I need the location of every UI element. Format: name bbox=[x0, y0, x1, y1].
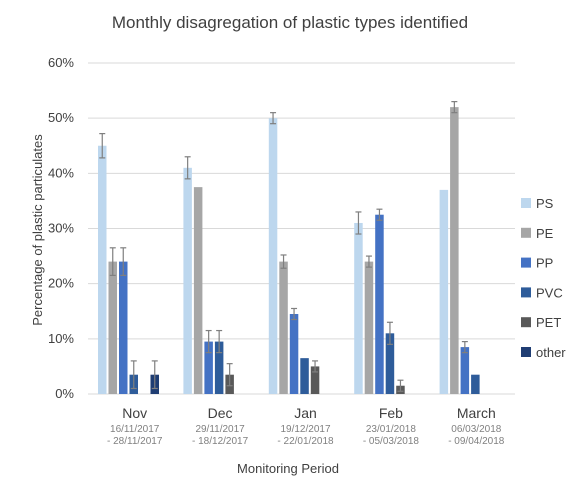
y-tick-label: 10% bbox=[48, 331, 74, 346]
bar-PVC-Jan bbox=[300, 358, 309, 394]
x-category-label: Nov bbox=[122, 405, 147, 421]
x-axis-label: Monitoring Period bbox=[237, 461, 339, 476]
legend-item-PET: PET bbox=[521, 315, 561, 330]
bar-PP-March bbox=[460, 347, 470, 394]
bar-PP-Jan bbox=[289, 314, 299, 394]
error-bar-PS-Dec bbox=[184, 156, 191, 180]
y-tick-label: 30% bbox=[48, 221, 74, 236]
error-bar-PP-March bbox=[461, 340, 468, 354]
legend-item-other: other bbox=[521, 345, 566, 360]
x-category-date: 29/11/2017 bbox=[195, 424, 245, 435]
y-axis-label: Percentage of plastic particulates bbox=[30, 134, 45, 326]
bars bbox=[98, 107, 480, 395]
legend-item-PE: PE bbox=[521, 226, 554, 241]
error-bar-PET-Jan bbox=[312, 360, 319, 373]
x-category-date: 23/01/2018 bbox=[366, 424, 416, 435]
legend-swatch bbox=[521, 198, 531, 208]
error-bar-PVC-Dec bbox=[216, 329, 223, 354]
x-category-date: - 09/04/2018 bbox=[448, 436, 505, 447]
y-tick-label: 50% bbox=[48, 110, 74, 125]
bar-PS-Dec bbox=[183, 167, 192, 394]
bar-PS-Nov bbox=[98, 145, 107, 394]
legend-item-PS: PS bbox=[521, 196, 554, 211]
x-category-date: 06/03/2018 bbox=[451, 424, 501, 435]
y-tick-label: 60% bbox=[48, 55, 74, 70]
error-bar-PS-Jan bbox=[270, 112, 277, 125]
bar-PS-Feb bbox=[354, 222, 363, 394]
x-category-date: 16/11/2017 bbox=[110, 424, 160, 435]
legend-swatch bbox=[521, 257, 531, 268]
bar-PE-Dec bbox=[193, 187, 203, 394]
y-tick-label: 0% bbox=[55, 386, 74, 401]
x-category-date: - 05/03/2018 bbox=[363, 436, 420, 447]
bar-PVC-Feb bbox=[385, 333, 395, 394]
legend-label: PE bbox=[536, 226, 554, 241]
x-category-date: - 22/01/2018 bbox=[277, 436, 334, 447]
x-category-label: Jan bbox=[294, 405, 317, 421]
legend-swatch bbox=[521, 227, 531, 238]
x-category-label: Dec bbox=[208, 405, 233, 421]
bar-PE-Nov bbox=[108, 261, 117, 394]
legend-swatch bbox=[521, 347, 531, 357]
bar-PP-Feb bbox=[375, 214, 384, 394]
bar-PVC-Dec bbox=[214, 341, 224, 394]
error-bar-PE-Jan bbox=[280, 254, 287, 269]
error-bar-PET-Feb bbox=[397, 379, 404, 392]
legend: PS PE PP PVC PET other bbox=[521, 196, 566, 360]
error-bar-PVC-Feb bbox=[386, 321, 393, 345]
y-tick-label: 20% bbox=[48, 276, 74, 291]
bar-PET-Jan bbox=[310, 366, 320, 394]
chart-title: Monthly disagregation of plastic types i… bbox=[112, 13, 468, 32]
error-bar-PE-Feb bbox=[365, 255, 372, 268]
x-category-date: 19/12/2017 bbox=[280, 424, 330, 435]
error-bar-PP-Nov bbox=[120, 247, 127, 276]
error-bar-PP-Feb bbox=[376, 208, 383, 221]
bar-PS-March bbox=[439, 189, 449, 394]
bar-PE-Feb bbox=[364, 261, 374, 394]
legend-label: PP bbox=[536, 256, 553, 271]
legend-item-PVC: PVC bbox=[521, 285, 563, 300]
error-bar-PE-Nov bbox=[109, 247, 116, 276]
x-category-label: March bbox=[457, 405, 496, 421]
legend-label: PET bbox=[536, 315, 561, 330]
error-bar-PP-Jan bbox=[291, 307, 298, 321]
error-bar-PE-March bbox=[451, 101, 458, 114]
x-category-label: Feb bbox=[379, 405, 403, 421]
legend-swatch bbox=[521, 317, 531, 328]
gridlines bbox=[88, 62, 515, 395]
x-category-date: - 18/12/2017 bbox=[192, 436, 249, 447]
bar-PE-Jan bbox=[279, 261, 288, 394]
legend-item-PP: PP bbox=[521, 256, 553, 271]
legend-label: other bbox=[536, 345, 566, 360]
bar-PP-Dec bbox=[204, 341, 213, 394]
y-tick-label: 40% bbox=[48, 165, 74, 180]
bar-PE-March bbox=[450, 107, 459, 394]
error-bar-PET-Dec bbox=[226, 363, 233, 387]
error-bar-other-Nov bbox=[151, 360, 158, 390]
x-category-date: - 28/11/2017 bbox=[107, 436, 163, 447]
legend-label: PS bbox=[536, 196, 554, 211]
legend-swatch bbox=[521, 287, 531, 298]
y-axis-ticks: 0% 10% 20% 30% 40% 50% 60% bbox=[48, 55, 74, 401]
error-bar-PS-Feb bbox=[355, 211, 362, 235]
bar-PVC-March bbox=[471, 374, 480, 394]
error-bar-PVC-Nov bbox=[130, 360, 137, 390]
legend-label: PVC bbox=[536, 285, 563, 300]
error-bars bbox=[99, 101, 468, 392]
bar-PP-Nov bbox=[119, 261, 128, 394]
bar-PS-Jan bbox=[268, 118, 278, 395]
error-bar-PP-Dec bbox=[205, 329, 212, 354]
error-bar-PS-Nov bbox=[99, 133, 106, 159]
